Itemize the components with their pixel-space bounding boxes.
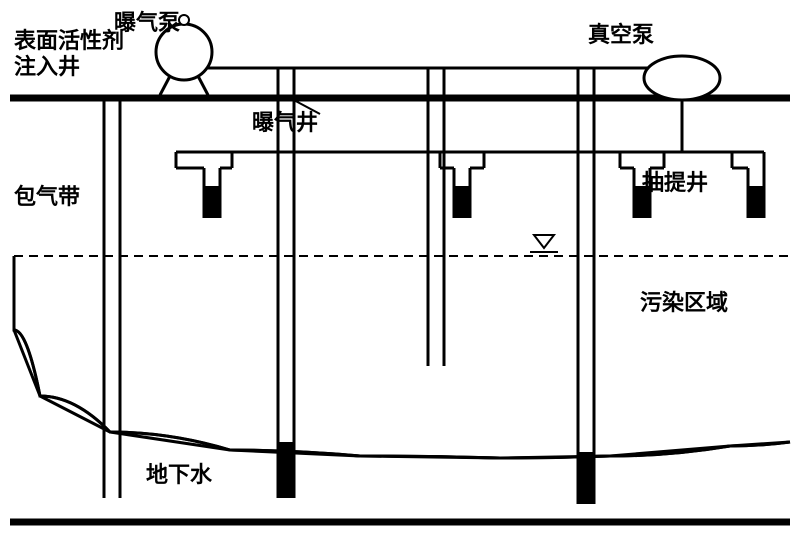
label-groundwater: 地下水 — [146, 462, 213, 487]
label-extraction-well: 抽提井 — [642, 170, 708, 195]
label-surfactant-well-l2: 注入井 — [14, 54, 80, 79]
label-vadose-zone: 包气带 — [14, 184, 80, 209]
label-aeration-pump: 曝气泵 — [114, 10, 180, 35]
remediation-cross-section-diagram: 表面活性剂注入井 曝气泵 真空泵曝气井抽提井包气带污染区域地下水 — [0, 0, 800, 546]
label-surfactant-well-l1: 表面活性剂 — [14, 28, 124, 53]
label-aeration-well: 曝气井 — [252, 110, 318, 135]
label-contaminated-zone: 污染区域 — [640, 290, 728, 315]
label-vacuum-pump: 真空泵 — [588, 22, 654, 47]
